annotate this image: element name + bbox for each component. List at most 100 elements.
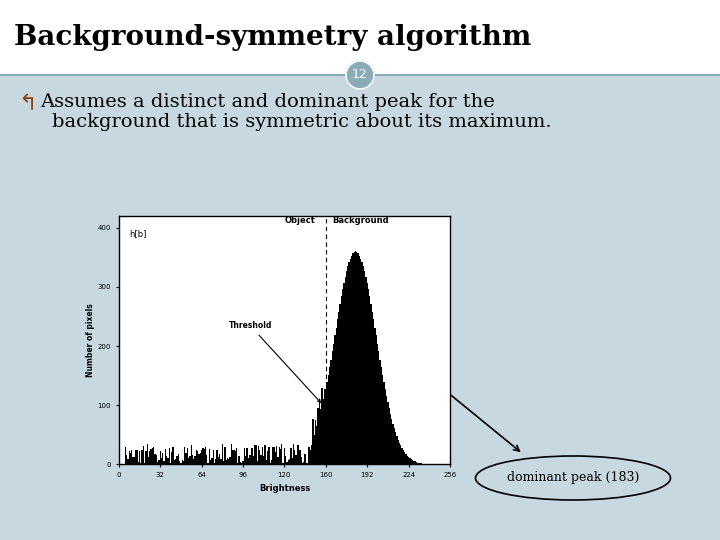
Bar <box>364 271 365 464</box>
Bar <box>165 449 166 464</box>
Bar <box>407 456 408 464</box>
Bar <box>125 447 126 464</box>
Bar <box>379 360 381 464</box>
Text: Threshold: Threshold <box>229 321 320 402</box>
Bar <box>222 444 223 464</box>
Bar <box>413 461 415 464</box>
Bar <box>300 457 302 464</box>
Bar <box>303 462 305 464</box>
Bar <box>332 352 333 464</box>
Bar <box>243 448 245 464</box>
Bar <box>135 450 136 464</box>
Bar <box>197 451 199 464</box>
Bar <box>399 442 400 464</box>
Bar <box>302 463 303 464</box>
Bar <box>241 463 243 464</box>
Bar <box>225 460 227 464</box>
Bar <box>350 259 351 464</box>
Bar <box>321 388 323 464</box>
Bar <box>383 382 384 464</box>
Bar <box>354 252 355 464</box>
Bar <box>289 459 290 464</box>
Bar <box>162 453 163 464</box>
Bar <box>157 462 158 464</box>
Bar <box>276 446 277 464</box>
Bar <box>390 414 391 464</box>
Bar <box>161 458 162 464</box>
Bar <box>253 456 254 464</box>
Bar <box>384 389 386 464</box>
Bar <box>319 400 320 464</box>
Bar <box>328 375 329 464</box>
Bar <box>215 459 217 464</box>
Bar <box>254 445 256 464</box>
Bar <box>248 458 249 464</box>
Text: ↰: ↰ <box>18 94 37 114</box>
Bar <box>150 449 152 464</box>
Bar <box>355 252 356 464</box>
Bar <box>310 450 311 464</box>
Bar <box>363 266 364 464</box>
Bar <box>251 448 253 464</box>
Bar <box>297 445 298 464</box>
Bar <box>173 447 174 464</box>
Bar <box>373 320 374 464</box>
Bar <box>201 450 202 464</box>
Bar <box>374 328 376 464</box>
Bar <box>131 450 132 464</box>
Bar <box>306 463 307 464</box>
Bar <box>408 457 409 464</box>
Bar <box>377 344 378 464</box>
Bar <box>271 460 272 464</box>
Bar <box>0 0 720 75</box>
Bar <box>158 460 160 464</box>
Bar <box>298 445 300 464</box>
Text: h[b]: h[b] <box>129 229 147 238</box>
Bar <box>228 459 230 464</box>
Bar <box>365 277 366 464</box>
Bar <box>145 451 147 464</box>
Bar <box>263 456 264 464</box>
Bar <box>421 463 422 464</box>
Bar <box>391 419 392 464</box>
Bar <box>259 450 261 464</box>
Bar <box>212 450 214 464</box>
Bar <box>214 463 215 464</box>
Bar <box>258 446 259 464</box>
Bar <box>404 452 405 464</box>
Bar <box>348 262 350 464</box>
Bar <box>280 449 282 464</box>
Bar <box>175 459 176 464</box>
Bar <box>130 453 131 464</box>
Bar <box>139 451 140 464</box>
Bar <box>209 449 210 464</box>
X-axis label: Brightness: Brightness <box>258 484 310 492</box>
Bar <box>405 454 407 464</box>
Bar <box>227 458 228 464</box>
Bar <box>295 455 297 464</box>
Bar <box>381 367 382 464</box>
Bar <box>415 462 417 464</box>
Text: Background-symmetry algorithm: Background-symmetry algorithm <box>14 24 531 51</box>
Bar <box>134 457 135 464</box>
Bar <box>320 409 321 464</box>
Bar <box>358 253 359 464</box>
Bar <box>315 420 316 464</box>
Bar <box>318 408 319 464</box>
Bar <box>181 460 183 464</box>
Bar <box>192 455 193 464</box>
Bar <box>168 448 170 464</box>
Bar <box>196 450 197 464</box>
Bar <box>166 456 167 464</box>
Bar <box>275 452 276 464</box>
Bar <box>171 452 173 464</box>
Bar <box>219 454 220 464</box>
Bar <box>237 463 238 464</box>
Bar <box>326 382 328 464</box>
Bar <box>325 389 326 464</box>
Bar <box>194 456 196 464</box>
Text: background that is symmetric about its maximum.: background that is symmetric about its m… <box>52 113 552 131</box>
Bar <box>266 460 267 464</box>
Bar <box>217 457 219 464</box>
Bar <box>397 440 399 464</box>
